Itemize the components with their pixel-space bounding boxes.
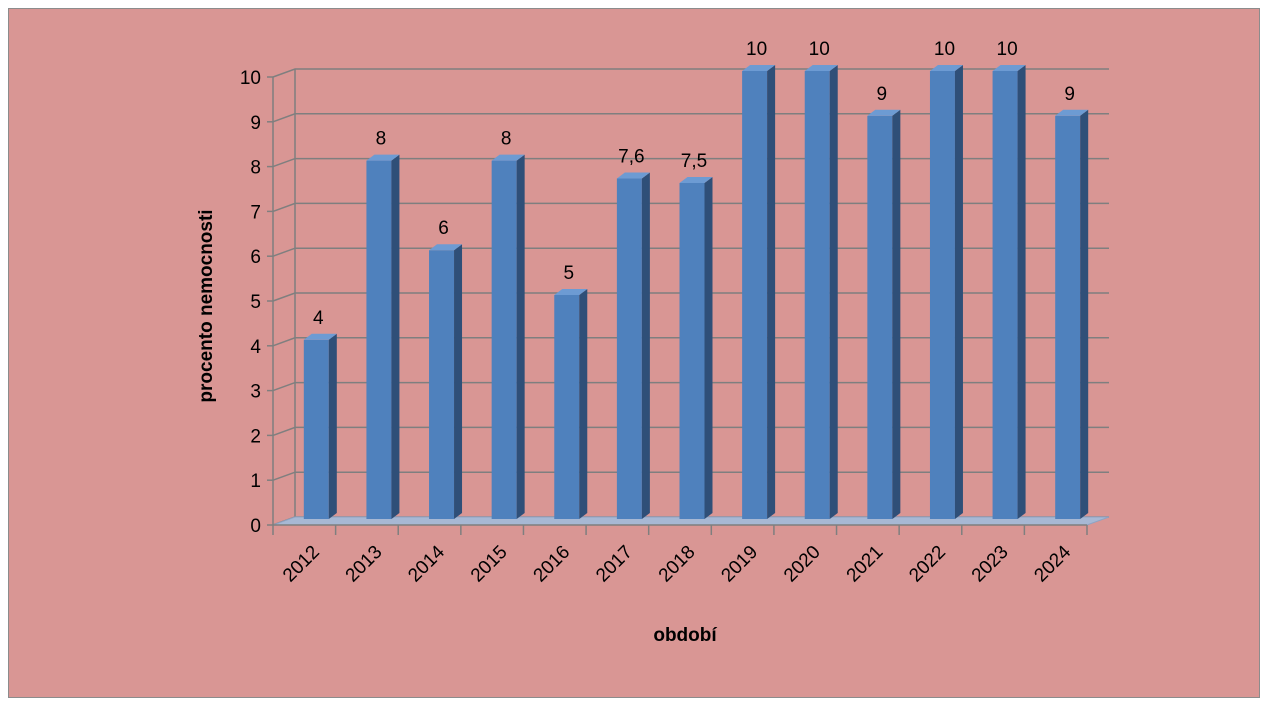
bar-top — [804, 65, 838, 71]
y-tick-label: 8 — [250, 158, 261, 179]
y-tick-label: 1 — [250, 471, 261, 492]
bar-front — [491, 160, 517, 519]
bar-top — [992, 65, 1026, 71]
bar-2020 — [804, 65, 838, 519]
x-tick-label: 2024 — [1030, 541, 1075, 586]
bar-top — [742, 65, 776, 71]
data-label: 6 — [438, 218, 449, 239]
bar-side — [516, 154, 525, 519]
data-label: 10 — [997, 39, 1018, 60]
y-tick-label: 7 — [250, 202, 261, 223]
bar-front — [303, 339, 329, 519]
y-tick-label: 5 — [250, 292, 261, 313]
bar-top — [867, 109, 901, 116]
bar-2013 — [366, 154, 400, 519]
bar-side — [391, 154, 400, 519]
x-tick-label: 2012 — [279, 542, 324, 587]
bar-front — [804, 71, 830, 519]
bar-2012 — [303, 333, 337, 519]
bar-front — [1055, 115, 1081, 520]
data-label: 7,5 — [681, 151, 707, 172]
bar-front — [742, 71, 768, 519]
bar-side — [704, 177, 713, 519]
data-label: 10 — [746, 39, 767, 60]
data-label: 5 — [563, 263, 574, 284]
data-label: 10 — [809, 39, 830, 60]
bar-2022 — [929, 65, 963, 519]
bar-side — [328, 333, 337, 519]
x-tick-label: 2017 — [592, 542, 637, 587]
bar-2017 — [616, 172, 650, 519]
y-tick-label: 10 — [240, 68, 261, 89]
bar-2014 — [429, 244, 463, 519]
bar-side — [767, 65, 776, 519]
y-tick-label: 3 — [250, 382, 261, 403]
data-label: 10 — [934, 39, 955, 60]
bar-top — [491, 154, 525, 161]
bar-top — [679, 177, 713, 183]
x-tick-label: 2021 — [843, 542, 888, 587]
bar-2018 — [679, 177, 713, 519]
y-tick-label: 0 — [250, 516, 261, 537]
bar-top — [1055, 109, 1089, 116]
gridline — [272, 68, 1109, 78]
bar-side — [579, 289, 588, 519]
bar-front — [554, 295, 580, 519]
x-tick-label: 2016 — [530, 542, 575, 587]
y-tick-label: 4 — [250, 337, 261, 358]
bar-front — [429, 250, 455, 519]
bar-top — [616, 172, 650, 179]
x-axis-title: období — [653, 625, 717, 646]
bar-front — [366, 160, 392, 519]
bar-front — [929, 71, 955, 519]
chart-area: 4 8 6 8 5 7,6 7,5 10 10 9 10 10 9 0 1 2 3 4 5 6 7 8 9 10 2012 2… — [8, 8, 1260, 698]
bar-top — [429, 244, 463, 251]
data-label: 9 — [1064, 84, 1075, 105]
x-tick-label: 2015 — [467, 542, 512, 587]
bar-side — [1080, 109, 1089, 520]
bar-2021 — [867, 109, 901, 520]
bar-front — [992, 71, 1018, 519]
x-tick-label: 2013 — [342, 542, 387, 587]
bar-side — [641, 172, 650, 519]
x-tick-label: 2019 — [717, 542, 762, 587]
bar-side — [1017, 65, 1026, 519]
bar-side — [892, 109, 901, 520]
bar-2015 — [491, 154, 525, 519]
bar-chart: 4 8 6 8 5 7,6 7,5 10 10 9 10 10 9 0 1 2 3 4 5 6 7 8 9 10 2012 2… — [196, 39, 1110, 646]
gridline — [272, 113, 1109, 123]
bar-2016 — [554, 289, 588, 519]
data-label: 8 — [376, 129, 387, 150]
x-tick-label: 2014 — [404, 541, 449, 586]
bar-2019 — [742, 65, 776, 519]
bar-side — [829, 65, 838, 519]
data-label: 9 — [877, 84, 888, 105]
x-tick-label: 2020 — [780, 542, 825, 587]
y-tick-label: 2 — [250, 426, 261, 447]
bar-top — [554, 289, 588, 295]
y-tick-label: 6 — [250, 247, 261, 268]
data-label: 8 — [501, 129, 512, 150]
bar-top — [303, 333, 337, 340]
bar-side — [454, 244, 463, 519]
x-tick-label: 2018 — [655, 542, 700, 587]
bar-top — [929, 65, 963, 71]
y-tick-label: 9 — [250, 113, 261, 134]
bar-2024 — [1055, 109, 1089, 520]
bar-side — [954, 65, 963, 519]
data-label: 4 — [313, 308, 324, 329]
y-axis-title: procento nemocnosti — [196, 209, 217, 402]
bar-front — [616, 178, 642, 519]
data-label: 7,6 — [618, 147, 644, 168]
bar-front — [679, 183, 705, 519]
x-tick-label: 2022 — [905, 542, 950, 587]
x-tick-label: 2023 — [968, 542, 1013, 587]
bar-2023 — [992, 65, 1026, 519]
bar-top — [366, 154, 400, 161]
bar-front — [867, 115, 893, 520]
